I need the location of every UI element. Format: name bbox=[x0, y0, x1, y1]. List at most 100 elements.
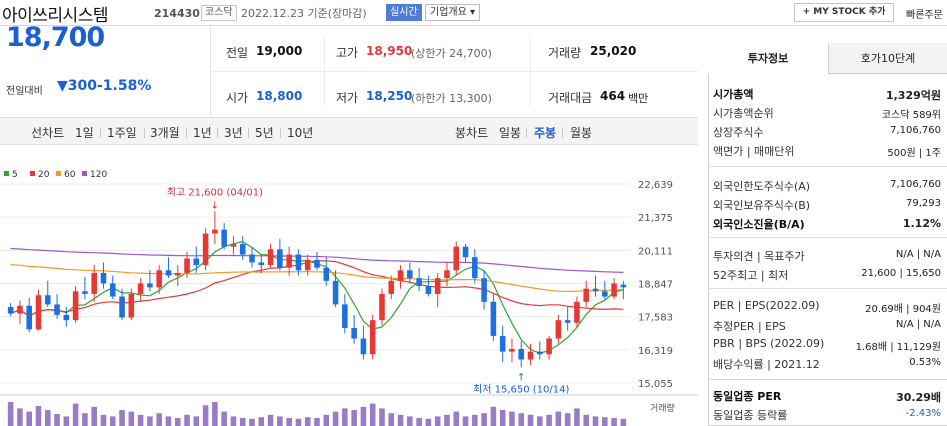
side-row-label: 액면가 | 매매단위 bbox=[713, 145, 795, 158]
candle-body bbox=[574, 301, 580, 323]
volume-bar bbox=[44, 410, 51, 426]
candle-weekly[interactable]: 주봉 bbox=[534, 126, 557, 140]
candle-body bbox=[286, 254, 292, 268]
side-row-label: 배당수익률 | 2021.12 bbox=[713, 358, 820, 371]
y-tick-label: 15,055 bbox=[638, 379, 673, 390]
add-mystock-button[interactable]: + MY STOCK 추가 bbox=[794, 3, 894, 22]
side-row-label: 시가총액 bbox=[713, 88, 754, 101]
period-3y[interactable]: 3년 bbox=[224, 126, 243, 140]
period-3m[interactable]: 3개월 bbox=[150, 126, 180, 140]
divider bbox=[217, 128, 218, 138]
side-row-label: 외국인소진율(B/A) bbox=[713, 218, 805, 231]
side-row-value: 79,293 bbox=[906, 198, 941, 209]
volume-bar bbox=[230, 416, 237, 426]
change-label: 전일대비 bbox=[6, 86, 43, 97]
quick-order-link[interactable]: 빠른주문 bbox=[906, 10, 943, 21]
legend-label: 120 bbox=[90, 170, 107, 180]
candle-body bbox=[221, 229, 227, 247]
y-axis-ticks: 22,639 21,375 20,111 18,847 17,583 16,319 15,0… bbox=[638, 180, 673, 390]
volume-bar bbox=[444, 414, 450, 426]
volume-bar bbox=[314, 418, 320, 426]
candle-daily[interactable]: 일봉 bbox=[499, 126, 522, 140]
candles bbox=[7, 211, 627, 368]
candle-body bbox=[193, 258, 200, 266]
realtime-button[interactable]: 실시간 bbox=[386, 4, 422, 21]
side-row-label: 외국인한도주식수(A) bbox=[713, 180, 811, 193]
divider bbox=[210, 71, 698, 72]
candle-body bbox=[267, 249, 274, 266]
side-row-value: 코스닥 589위 bbox=[881, 110, 941, 121]
volume-bar bbox=[295, 418, 302, 426]
date-text: 2022.12.23 기준(장마감) bbox=[241, 7, 367, 20]
period-1w[interactable]: 1주일 bbox=[107, 126, 137, 140]
volume-bar bbox=[72, 403, 79, 426]
line-chart-label: 선차트 bbox=[31, 126, 65, 140]
candle-body bbox=[369, 320, 376, 355]
arrow-down-icon: ↓ bbox=[211, 200, 219, 211]
candle-body bbox=[230, 244, 237, 247]
amount-label: 거래대금 bbox=[548, 91, 593, 105]
candle-body bbox=[518, 349, 525, 360]
candle-body bbox=[156, 270, 162, 288]
candle-body bbox=[351, 328, 357, 339]
candle-body bbox=[54, 304, 60, 315]
y-tick-label: 20,111 bbox=[638, 246, 673, 257]
company-overview-dropdown[interactable]: 기업개요 ▾ bbox=[425, 4, 480, 21]
period-10y[interactable]: 10년 bbox=[287, 126, 314, 140]
volume-label: 거래량 bbox=[548, 46, 582, 60]
divider bbox=[708, 288, 947, 289]
period-1d[interactable]: 1일 bbox=[75, 126, 94, 140]
divider bbox=[324, 36, 325, 106]
candle-body bbox=[109, 283, 116, 297]
candle-body bbox=[564, 320, 571, 323]
side-row-value: 0.53% bbox=[909, 357, 941, 368]
divider bbox=[708, 237, 947, 238]
period-5y[interactable]: 5년 bbox=[255, 126, 274, 140]
candle-body bbox=[537, 351, 543, 355]
side-row-label: 52주최고 | 최저 bbox=[713, 269, 789, 282]
side-row-value: 500원 | 1주 bbox=[887, 148, 941, 159]
volume-bar bbox=[304, 417, 311, 426]
candle-monthly[interactable]: 월봉 bbox=[570, 126, 593, 140]
volume-bar bbox=[537, 416, 543, 426]
prev-close-value: 19,000 bbox=[256, 44, 303, 58]
volume-bar bbox=[165, 416, 172, 426]
volume-bar bbox=[407, 416, 413, 426]
candle-body bbox=[555, 320, 562, 339]
volume-bar bbox=[128, 411, 135, 426]
volume-bar bbox=[555, 411, 562, 426]
legend-label: 20 bbox=[38, 170, 50, 180]
volume-bar bbox=[527, 414, 534, 426]
tab-invest-info[interactable]: 투자정보 bbox=[708, 43, 828, 74]
candle-body bbox=[100, 272, 107, 284]
legend-swatch bbox=[4, 171, 9, 176]
volume-bar bbox=[119, 410, 125, 426]
candle-body bbox=[165, 270, 172, 276]
volume-bar bbox=[388, 413, 395, 426]
chart-grid bbox=[0, 183, 698, 396]
period-1y[interactable]: 1년 bbox=[193, 126, 212, 140]
side-row-label: PBR | BPS (2022.09) bbox=[713, 337, 825, 350]
candle-body bbox=[26, 305, 32, 330]
candle-body bbox=[490, 301, 497, 336]
volume-bar bbox=[360, 406, 367, 426]
candle-body bbox=[546, 338, 552, 355]
candle-body bbox=[323, 267, 330, 281]
candle-body bbox=[583, 288, 590, 302]
volume-bar bbox=[342, 408, 348, 426]
annotations: 최고 21,600 (04/01) ↓ 최저 15,650 (10/14)↑ bbox=[167, 186, 570, 395]
candle-body bbox=[258, 262, 265, 266]
volume-bar bbox=[109, 416, 116, 426]
high-value: 18,950 bbox=[366, 44, 413, 58]
tab-orderbook[interactable]: 호가10단계 bbox=[828, 43, 947, 74]
candle-chart-label: 봉차트 bbox=[455, 126, 489, 140]
stock-code: 214430 bbox=[154, 7, 200, 20]
volume-bar bbox=[564, 413, 571, 426]
volume-bar bbox=[620, 418, 627, 426]
volume-bar bbox=[258, 417, 265, 426]
candlestick-chart[interactable]: 5 20 60 120 22,639 21,375 20,111 18,847 17,583 1… bbox=[0, 160, 698, 426]
side-row-value: 21,600 | 15,650 bbox=[861, 268, 941, 279]
volume-bar bbox=[509, 411, 515, 426]
candle-body bbox=[44, 295, 51, 305]
candle-body bbox=[472, 257, 478, 279]
